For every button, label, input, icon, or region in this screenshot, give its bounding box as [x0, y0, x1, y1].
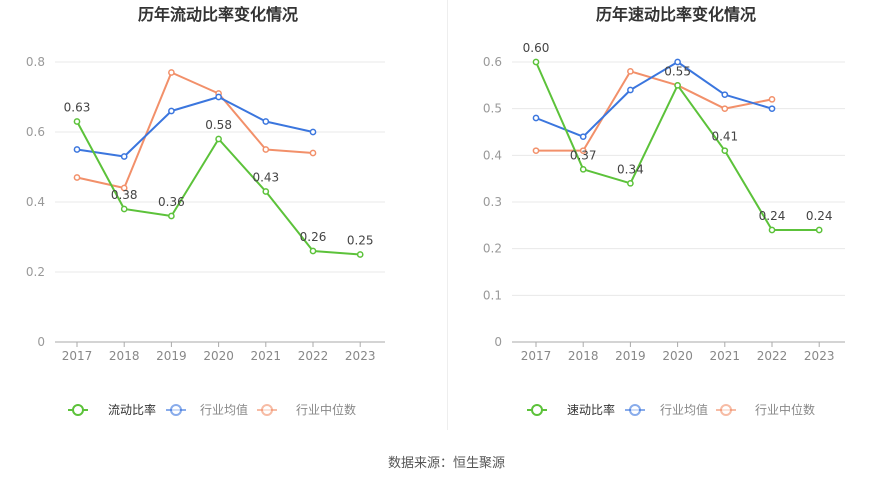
chart2-legend-label: 速动比率 — [567, 402, 615, 417]
chart1-data-point — [168, 107, 175, 115]
chart2-x-tick-label: 2022 — [757, 349, 788, 363]
chart1-title: 历年流动比率变化情况 — [138, 5, 298, 24]
chart2-data-point — [579, 165, 587, 173]
chart1-x-tick-label: 2019 — [156, 349, 187, 363]
chart1-data-point — [262, 118, 270, 125]
chart1-data-label: 0.25 — [347, 234, 374, 248]
chart2-data-point — [532, 147, 540, 155]
chart2-data-point — [532, 114, 540, 122]
chart2-data-point — [532, 58, 540, 66]
chart2-x-tick-label: 2021 — [710, 349, 741, 363]
chart2-data-label: 0.60 — [523, 41, 550, 55]
chart2-y-tick-label: 0.2 — [483, 242, 502, 256]
chart2-data-point — [579, 147, 587, 155]
chart1-series-line — [76, 71, 314, 189]
chart1-data-point — [73, 174, 81, 181]
chart2-legend-swatch-marker — [629, 404, 641, 416]
chart1-data-point — [262, 188, 270, 195]
chart2-data-point — [721, 91, 729, 99]
chart2-data-point — [721, 147, 729, 155]
chart1-legend-label: 流动比率 — [108, 402, 156, 417]
chart1-data-point — [356, 251, 364, 258]
chart1-data-point — [73, 118, 81, 125]
chart1-data-label: 0.58 — [205, 118, 232, 132]
chart2-data-point — [768, 226, 776, 234]
chart1-data-label: 0.63 — [64, 101, 91, 115]
chart1-x-tick-label: 2023 — [345, 349, 376, 363]
chart1-legend-label: 行业均值 — [200, 402, 248, 417]
chart1-x-tick-label: 2018 — [109, 349, 140, 363]
chart2-data-point — [579, 133, 587, 141]
chart1-data-point — [309, 128, 317, 136]
chart2-legend-swatch-marker — [531, 404, 543, 416]
chart1-legend-swatch-marker — [261, 404, 273, 416]
chart1-data-point — [120, 184, 128, 192]
chart1-legend-swatch-marker — [72, 404, 84, 416]
chart2-x-tick-label: 2023 — [804, 349, 835, 363]
chart1-series-line — [76, 96, 314, 158]
chart1-y-tick-label: 0.4 — [26, 195, 45, 209]
chart2-y-tick-label: 0.4 — [483, 148, 502, 162]
chart1-data-point — [168, 212, 175, 220]
chart1-data-label: 0.36 — [158, 195, 185, 209]
chart2-series-line — [535, 61, 773, 138]
chart1-y-tick-label: 0.2 — [26, 265, 45, 279]
chart1-data-label: 0.38 — [111, 188, 138, 202]
chart2-x-tick-label: 2020 — [662, 349, 693, 363]
chart2-data-point — [674, 81, 681, 89]
chart2-y-tick-label: 0.5 — [483, 102, 502, 116]
chart2-data-label: 0.34 — [617, 162, 644, 176]
chart1-x-tick-label: 2017 — [62, 349, 93, 363]
chart1-y-tick-label: 0 — [37, 335, 45, 349]
chart2-x-tick-label: 2018 — [568, 349, 599, 363]
chart2-x-tick-label: 2017 — [521, 349, 552, 363]
chart1-data-point — [73, 146, 81, 153]
chart1-legend-label: 行业中位数 — [296, 402, 356, 417]
chart1-data-label: 0.26 — [300, 230, 327, 244]
chart2-data-label: 0.41 — [711, 130, 738, 144]
chart1-x-tick-label: 2021 — [251, 349, 282, 363]
chart2-data-label: 0.24 — [759, 209, 786, 223]
chart1-data-point — [120, 205, 128, 213]
chart2-legend-label: 行业均值 — [660, 402, 708, 417]
chart2-y-tick-label: 0.6 — [483, 55, 502, 69]
chart1-data-label: 0.43 — [252, 171, 279, 185]
chart2-data-point — [768, 95, 776, 103]
chart2-data-label: 0.55 — [664, 64, 691, 78]
chart2-data-label: 0.37 — [570, 148, 597, 162]
chart1-y-tick-label: 0.8 — [26, 55, 45, 69]
chart2-data-point — [721, 105, 729, 113]
chart1-x-tick-label: 2022 — [298, 349, 329, 363]
chart2-data-point — [627, 67, 634, 75]
chart1-data-point — [215, 135, 222, 143]
chart2-data-point — [768, 105, 776, 113]
chart1-data-point — [120, 153, 128, 160]
chart2-data-point — [815, 226, 823, 234]
chart2-legend-swatch-marker — [720, 404, 732, 416]
chart2-y-tick-label: 0.1 — [483, 288, 502, 302]
chart2-data-point — [627, 179, 634, 187]
chart1-y-tick-label: 0.6 — [26, 125, 45, 139]
chart1-data-point — [262, 146, 270, 153]
data-source-note: 数据来源：恒生聚源 — [387, 456, 505, 471]
chart1-data-point — [309, 247, 317, 255]
chart2-data-point — [674, 58, 681, 66]
chart2-title: 历年速动比率变化情况 — [596, 5, 756, 24]
panel-divider — [447, 0, 448, 430]
chart2-legend-label: 行业中位数 — [755, 402, 815, 417]
chart1-x-tick-label: 2020 — [203, 349, 234, 363]
chart2-y-tick-label: 0.3 — [483, 195, 502, 209]
chart1-data-point — [309, 149, 317, 157]
chart2-data-point — [627, 86, 634, 94]
chart2-x-tick-label: 2019 — [615, 349, 646, 363]
chart1-data-point — [215, 93, 222, 101]
chart2-y-tick-label: 0 — [494, 335, 502, 349]
chart1-data-point — [168, 69, 175, 76]
chart1-legend-swatch-marker — [170, 404, 182, 416]
chart2-data-label: 0.24 — [806, 209, 833, 223]
